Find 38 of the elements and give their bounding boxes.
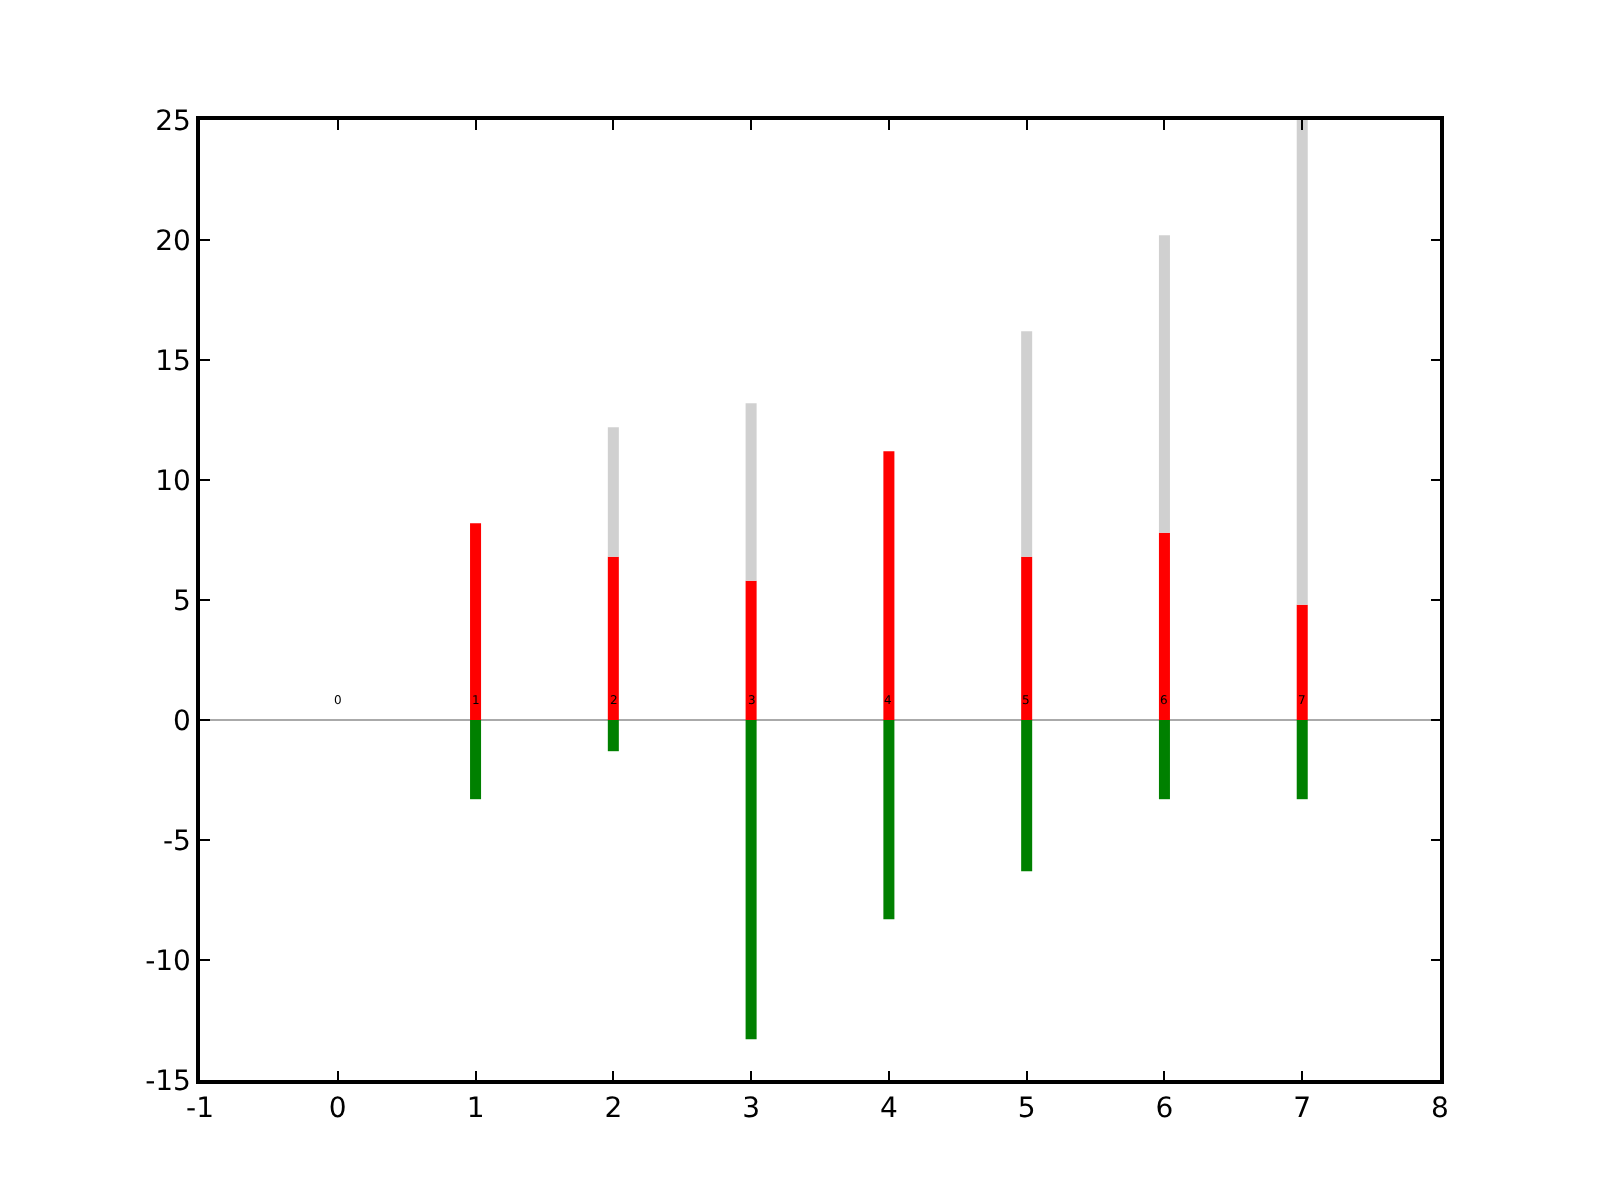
y-tick-label: -15: [145, 1065, 191, 1098]
bar: [607, 720, 619, 752]
x-tick-label: 3: [742, 1093, 761, 1126]
x-tick-label: 4: [879, 1093, 898, 1126]
y-tick-label: 0: [173, 705, 191, 738]
x-tick-label: 7: [1293, 1093, 1312, 1126]
y-tick-label: 15: [155, 345, 191, 378]
x-tick-label: 5: [1017, 1093, 1036, 1126]
bar: [470, 720, 482, 800]
bar: [745, 403, 757, 581]
bar: [1021, 331, 1033, 557]
bar: [1158, 235, 1170, 533]
bar: [607, 556, 619, 720]
bar: [1296, 120, 1308, 605]
x-tick-label: 2: [604, 1093, 623, 1126]
y-tick-label: 20: [155, 225, 191, 258]
y-tick-label: -10: [145, 945, 191, 978]
x-tick-label: -1: [186, 1093, 214, 1126]
bar: [1158, 532, 1170, 720]
x-tick-label: 0: [328, 1093, 347, 1126]
bar: [883, 720, 895, 920]
bar: [470, 523, 482, 720]
y-tick-label: -5: [162, 825, 191, 858]
y-tick-label: 5: [173, 585, 191, 618]
bar: [1296, 720, 1308, 800]
x-tick-label: 8: [1431, 1093, 1449, 1126]
bar: [883, 451, 895, 720]
bar: [745, 720, 757, 1040]
bar: [1158, 720, 1170, 800]
bar: [1296, 604, 1308, 720]
x-tick-label: 6: [1155, 1093, 1174, 1126]
x-tick-label: 1: [466, 1093, 485, 1126]
bar: [1021, 556, 1033, 720]
y-tick-label: 25: [155, 105, 191, 138]
bar: [1021, 720, 1033, 872]
bar: [607, 427, 619, 557]
bar: [745, 580, 757, 720]
y-tick-label: 10: [155, 465, 191, 498]
